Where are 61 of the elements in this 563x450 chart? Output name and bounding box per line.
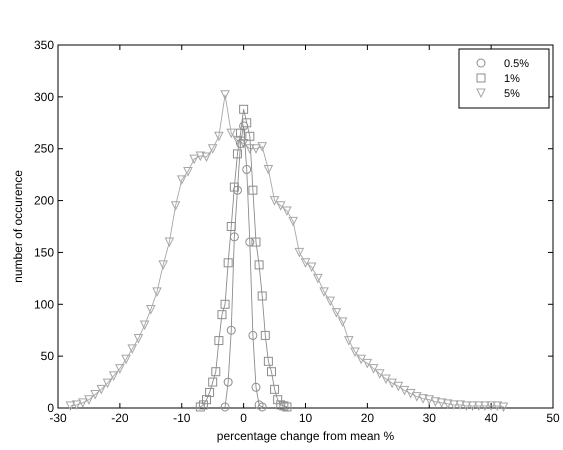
- x-tick-label: 30: [422, 411, 436, 425]
- point: [248, 330, 258, 340]
- legend-label: 5%: [504, 88, 520, 100]
- point: [264, 356, 273, 366]
- point: [279, 401, 288, 410]
- y-tick-label: 300: [34, 90, 54, 104]
- point: [242, 118, 252, 128]
- point: [205, 388, 214, 397]
- point: [273, 395, 282, 404]
- point: [258, 291, 267, 300]
- point: [236, 128, 246, 138]
- x-tick-label: -20: [111, 411, 129, 425]
- point: [260, 330, 270, 340]
- point: [217, 310, 226, 320]
- point: [226, 222, 236, 231]
- point: [226, 326, 236, 335]
- point: [232, 149, 242, 158]
- x-tick-label: 0: [240, 411, 248, 425]
- point: [232, 186, 242, 195]
- y-tick-label: 250: [34, 142, 54, 156]
- point: [258, 402, 267, 412]
- point: [239, 104, 248, 114]
- point: [242, 164, 252, 174]
- x-tick-label: 50: [546, 411, 560, 425]
- point: [254, 260, 264, 270]
- point: [198, 400, 208, 410]
- y-tick-label: 50: [40, 349, 54, 364]
- point: [230, 182, 239, 192]
- x-tick-label: -10: [173, 411, 191, 425]
- point: [224, 378, 233, 387]
- point: [196, 402, 205, 412]
- point: [276, 400, 286, 410]
- x-tick-label: 20: [360, 411, 374, 425]
- point: [220, 300, 230, 309]
- x-axis-title: percentage change from mean %: [216, 429, 395, 443]
- point: [282, 402, 292, 412]
- point: [202, 395, 211, 404]
- x-tick-label: 40: [484, 411, 498, 425]
- point: [252, 382, 260, 392]
- point: [214, 336, 224, 346]
- point: [224, 258, 233, 268]
- point: [245, 132, 254, 141]
- point: [248, 186, 258, 195]
- x-tick-label: 10: [298, 411, 312, 425]
- y-tick-label: 150: [34, 245, 54, 260]
- legend-label: 1%: [504, 73, 520, 85]
- y-tick-label: 200: [34, 194, 54, 208]
- point: [252, 238, 260, 247]
- point: [208, 378, 218, 387]
- point: [220, 402, 230, 412]
- legend-label: 0.5%: [504, 58, 530, 70]
- y-tick-label: 100: [34, 297, 54, 312]
- point: [254, 400, 264, 410]
- point: [266, 367, 276, 376]
- point: [211, 367, 220, 376]
- point: [245, 238, 254, 247]
- point: [270, 384, 280, 394]
- point: [236, 139, 246, 148]
- y-axis-title: number of occurence: [11, 170, 25, 283]
- point: [230, 232, 239, 242]
- y-tick-label: 350: [34, 38, 54, 52]
